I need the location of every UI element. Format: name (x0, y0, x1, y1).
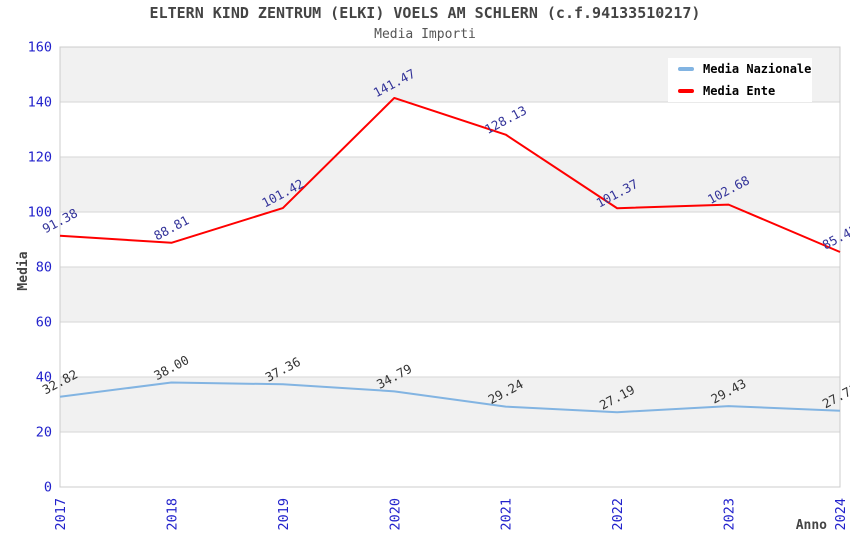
chart-title: ELTERN KIND ZENTRUM (ELKI) VOELS AM SCHL… (149, 4, 701, 22)
plot-band (60, 157, 840, 212)
plot-border (59, 46, 841, 488)
y-tick-label: 80 (36, 260, 52, 276)
plot-band (60, 432, 840, 487)
legend-item-media-ente: Media Ente (678, 84, 812, 98)
x-tick-label: 2024 (833, 498, 849, 531)
y-tick-label: 100 (28, 205, 52, 221)
legend: Media Nazionale Media Ente (668, 58, 812, 102)
x-tick-label: 2021 (499, 498, 515, 531)
x-tick-label: 2023 (722, 498, 738, 531)
x-tick-label: 2017 (53, 498, 69, 531)
y-tick-label: 20 (36, 425, 52, 441)
legend-item-media-nazionale: Media Nazionale (678, 62, 812, 76)
y-tick-label: 140 (28, 95, 52, 111)
y-tick-label: 60 (36, 315, 52, 331)
legend-label-media-nazionale: Media Nazionale (703, 62, 812, 76)
x-tick-label: 2019 (276, 498, 292, 531)
plot-band (60, 267, 840, 322)
y-tick-label: 120 (28, 150, 52, 166)
y-tick-label: 40 (36, 370, 52, 386)
x-tick-label: 2018 (164, 498, 180, 531)
legend-line-swatch-ente (678, 89, 694, 93)
x-tick-label: 2022 (610, 498, 626, 531)
y-tick-label: 160 (28, 40, 52, 56)
plot-band (60, 212, 840, 267)
x-tick-label: 2020 (387, 498, 403, 531)
legend-line-swatch-nazionale (678, 67, 694, 71)
y-axis-title: Media (16, 251, 31, 290)
y-tick-label: 0 (44, 480, 52, 496)
legend-label-media-ente: Media Ente (703, 84, 776, 98)
plot-band (60, 377, 840, 432)
plot-band (60, 102, 840, 157)
plot-band (60, 322, 840, 377)
series-line-media-nazionale (59, 381, 841, 414)
chart-subtitle: Media Importi (374, 27, 476, 42)
series-line-media-ente (59, 96, 841, 253)
x-axis-title: Anno (796, 518, 827, 533)
